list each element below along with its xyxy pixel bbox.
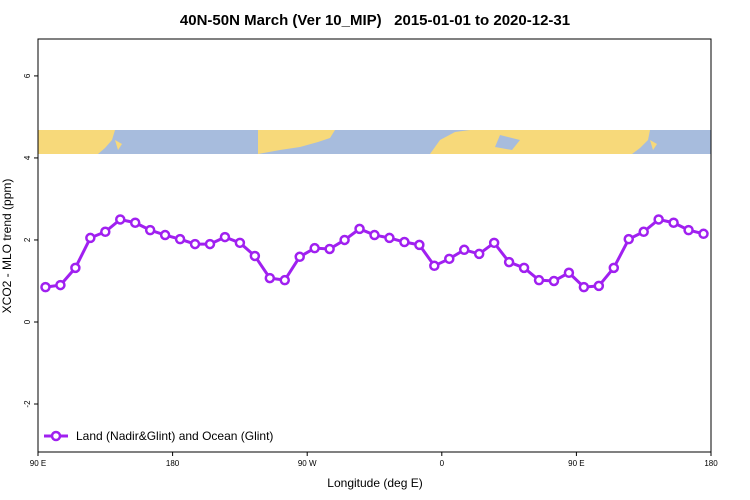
map-strip <box>38 130 711 154</box>
x-tick-label: 0 <box>440 459 445 468</box>
data-point <box>354 223 365 235</box>
data-point <box>444 253 455 265</box>
chart-title: 40N-50N March (Ver 10_MIP) 2015-01-01 to… <box>180 12 570 29</box>
data-point <box>339 234 350 246</box>
x-tick-label: 90 W <box>298 459 317 468</box>
data-point <box>100 226 111 238</box>
data-point <box>533 274 545 286</box>
data-point <box>503 256 515 268</box>
data-point <box>129 217 141 228</box>
data-point <box>115 214 126 225</box>
data-point <box>264 272 276 284</box>
data-point <box>369 229 380 241</box>
data-point <box>324 243 335 255</box>
data-point <box>488 237 500 249</box>
x-tick-label: 90 E <box>568 459 584 468</box>
data-point <box>234 237 246 249</box>
data-point <box>593 280 605 292</box>
data-point <box>608 262 620 274</box>
data-point <box>563 267 575 279</box>
data-point <box>668 217 679 228</box>
data-point <box>458 244 470 256</box>
y-tick-label: 4 <box>23 155 32 160</box>
data-point <box>70 262 81 274</box>
y-tick-label: 2 <box>23 237 32 242</box>
data-point <box>518 262 530 274</box>
plot-frame <box>37 38 712 453</box>
y-tick-label: -2 <box>23 400 32 408</box>
data-point <box>473 248 485 260</box>
series-line <box>45 217 704 289</box>
data-point <box>578 281 590 293</box>
data-point <box>309 242 320 254</box>
data-point <box>189 238 201 250</box>
data-point <box>249 250 261 262</box>
data-point <box>85 232 96 244</box>
data-point <box>429 260 440 272</box>
data-point <box>548 275 560 287</box>
data-point <box>384 232 395 244</box>
data-point <box>144 224 156 236</box>
y-tick-label: 0 <box>23 319 32 324</box>
x-tick-label: 90 E <box>30 459 46 468</box>
y-tick-label: 6 <box>23 73 32 78</box>
data-point <box>698 228 709 240</box>
data-point <box>219 231 231 243</box>
y-axis-label: XCO2 - MLO trend (ppm) <box>0 179 14 314</box>
data-point <box>683 224 694 236</box>
legend-marker <box>50 430 62 442</box>
data-point <box>279 274 291 286</box>
data-point <box>40 281 51 293</box>
data-point <box>294 251 305 263</box>
data-point <box>653 214 664 225</box>
data-point <box>414 239 425 251</box>
data-point <box>623 233 634 245</box>
x-axis-label: Longitude (deg E) <box>327 476 422 490</box>
x-tick-label: 180 <box>166 459 180 468</box>
data-point <box>204 238 216 250</box>
data-point <box>55 279 66 291</box>
data-point <box>174 233 186 245</box>
data-point <box>638 226 649 238</box>
legend-label: Land (Nadir&Glint) and Ocean (Glint) <box>76 429 273 443</box>
x-tick-label: 180 <box>704 459 718 468</box>
data-point <box>399 236 410 248</box>
data-point <box>159 229 171 241</box>
